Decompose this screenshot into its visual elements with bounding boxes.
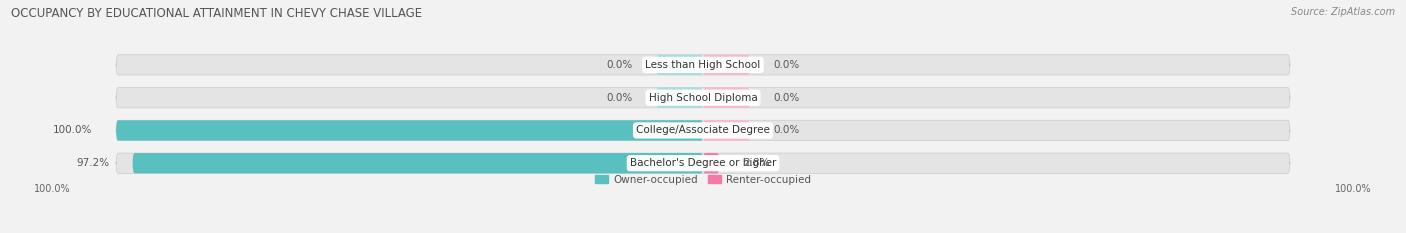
Text: 0.0%: 0.0% <box>773 125 800 135</box>
Text: 0.0%: 0.0% <box>773 93 800 103</box>
FancyBboxPatch shape <box>117 153 1289 173</box>
Text: College/Associate Degree: College/Associate Degree <box>636 125 770 135</box>
FancyBboxPatch shape <box>117 55 1289 75</box>
Text: Bachelor's Degree or higher: Bachelor's Degree or higher <box>630 158 776 168</box>
FancyBboxPatch shape <box>117 88 1289 108</box>
FancyBboxPatch shape <box>132 153 703 173</box>
Text: 100.0%: 100.0% <box>1336 184 1372 194</box>
Legend: Owner-occupied, Renter-occupied: Owner-occupied, Renter-occupied <box>591 171 815 189</box>
Text: 0.0%: 0.0% <box>606 60 633 70</box>
Text: High School Diploma: High School Diploma <box>648 93 758 103</box>
FancyBboxPatch shape <box>117 120 1289 140</box>
Text: 97.2%: 97.2% <box>76 158 110 168</box>
FancyBboxPatch shape <box>703 120 749 140</box>
Text: 100.0%: 100.0% <box>34 184 70 194</box>
Text: OCCUPANCY BY EDUCATIONAL ATTAINMENT IN CHEVY CHASE VILLAGE: OCCUPANCY BY EDUCATIONAL ATTAINMENT IN C… <box>11 7 422 20</box>
FancyBboxPatch shape <box>703 55 749 75</box>
Text: 0.0%: 0.0% <box>773 60 800 70</box>
FancyBboxPatch shape <box>657 88 703 108</box>
Text: 100.0%: 100.0% <box>53 125 93 135</box>
FancyBboxPatch shape <box>703 88 749 108</box>
Text: 2.8%: 2.8% <box>742 158 769 168</box>
FancyBboxPatch shape <box>657 55 703 75</box>
FancyBboxPatch shape <box>117 120 703 140</box>
Text: Source: ZipAtlas.com: Source: ZipAtlas.com <box>1291 7 1395 17</box>
Text: Less than High School: Less than High School <box>645 60 761 70</box>
Text: 0.0%: 0.0% <box>606 93 633 103</box>
FancyBboxPatch shape <box>703 153 720 173</box>
